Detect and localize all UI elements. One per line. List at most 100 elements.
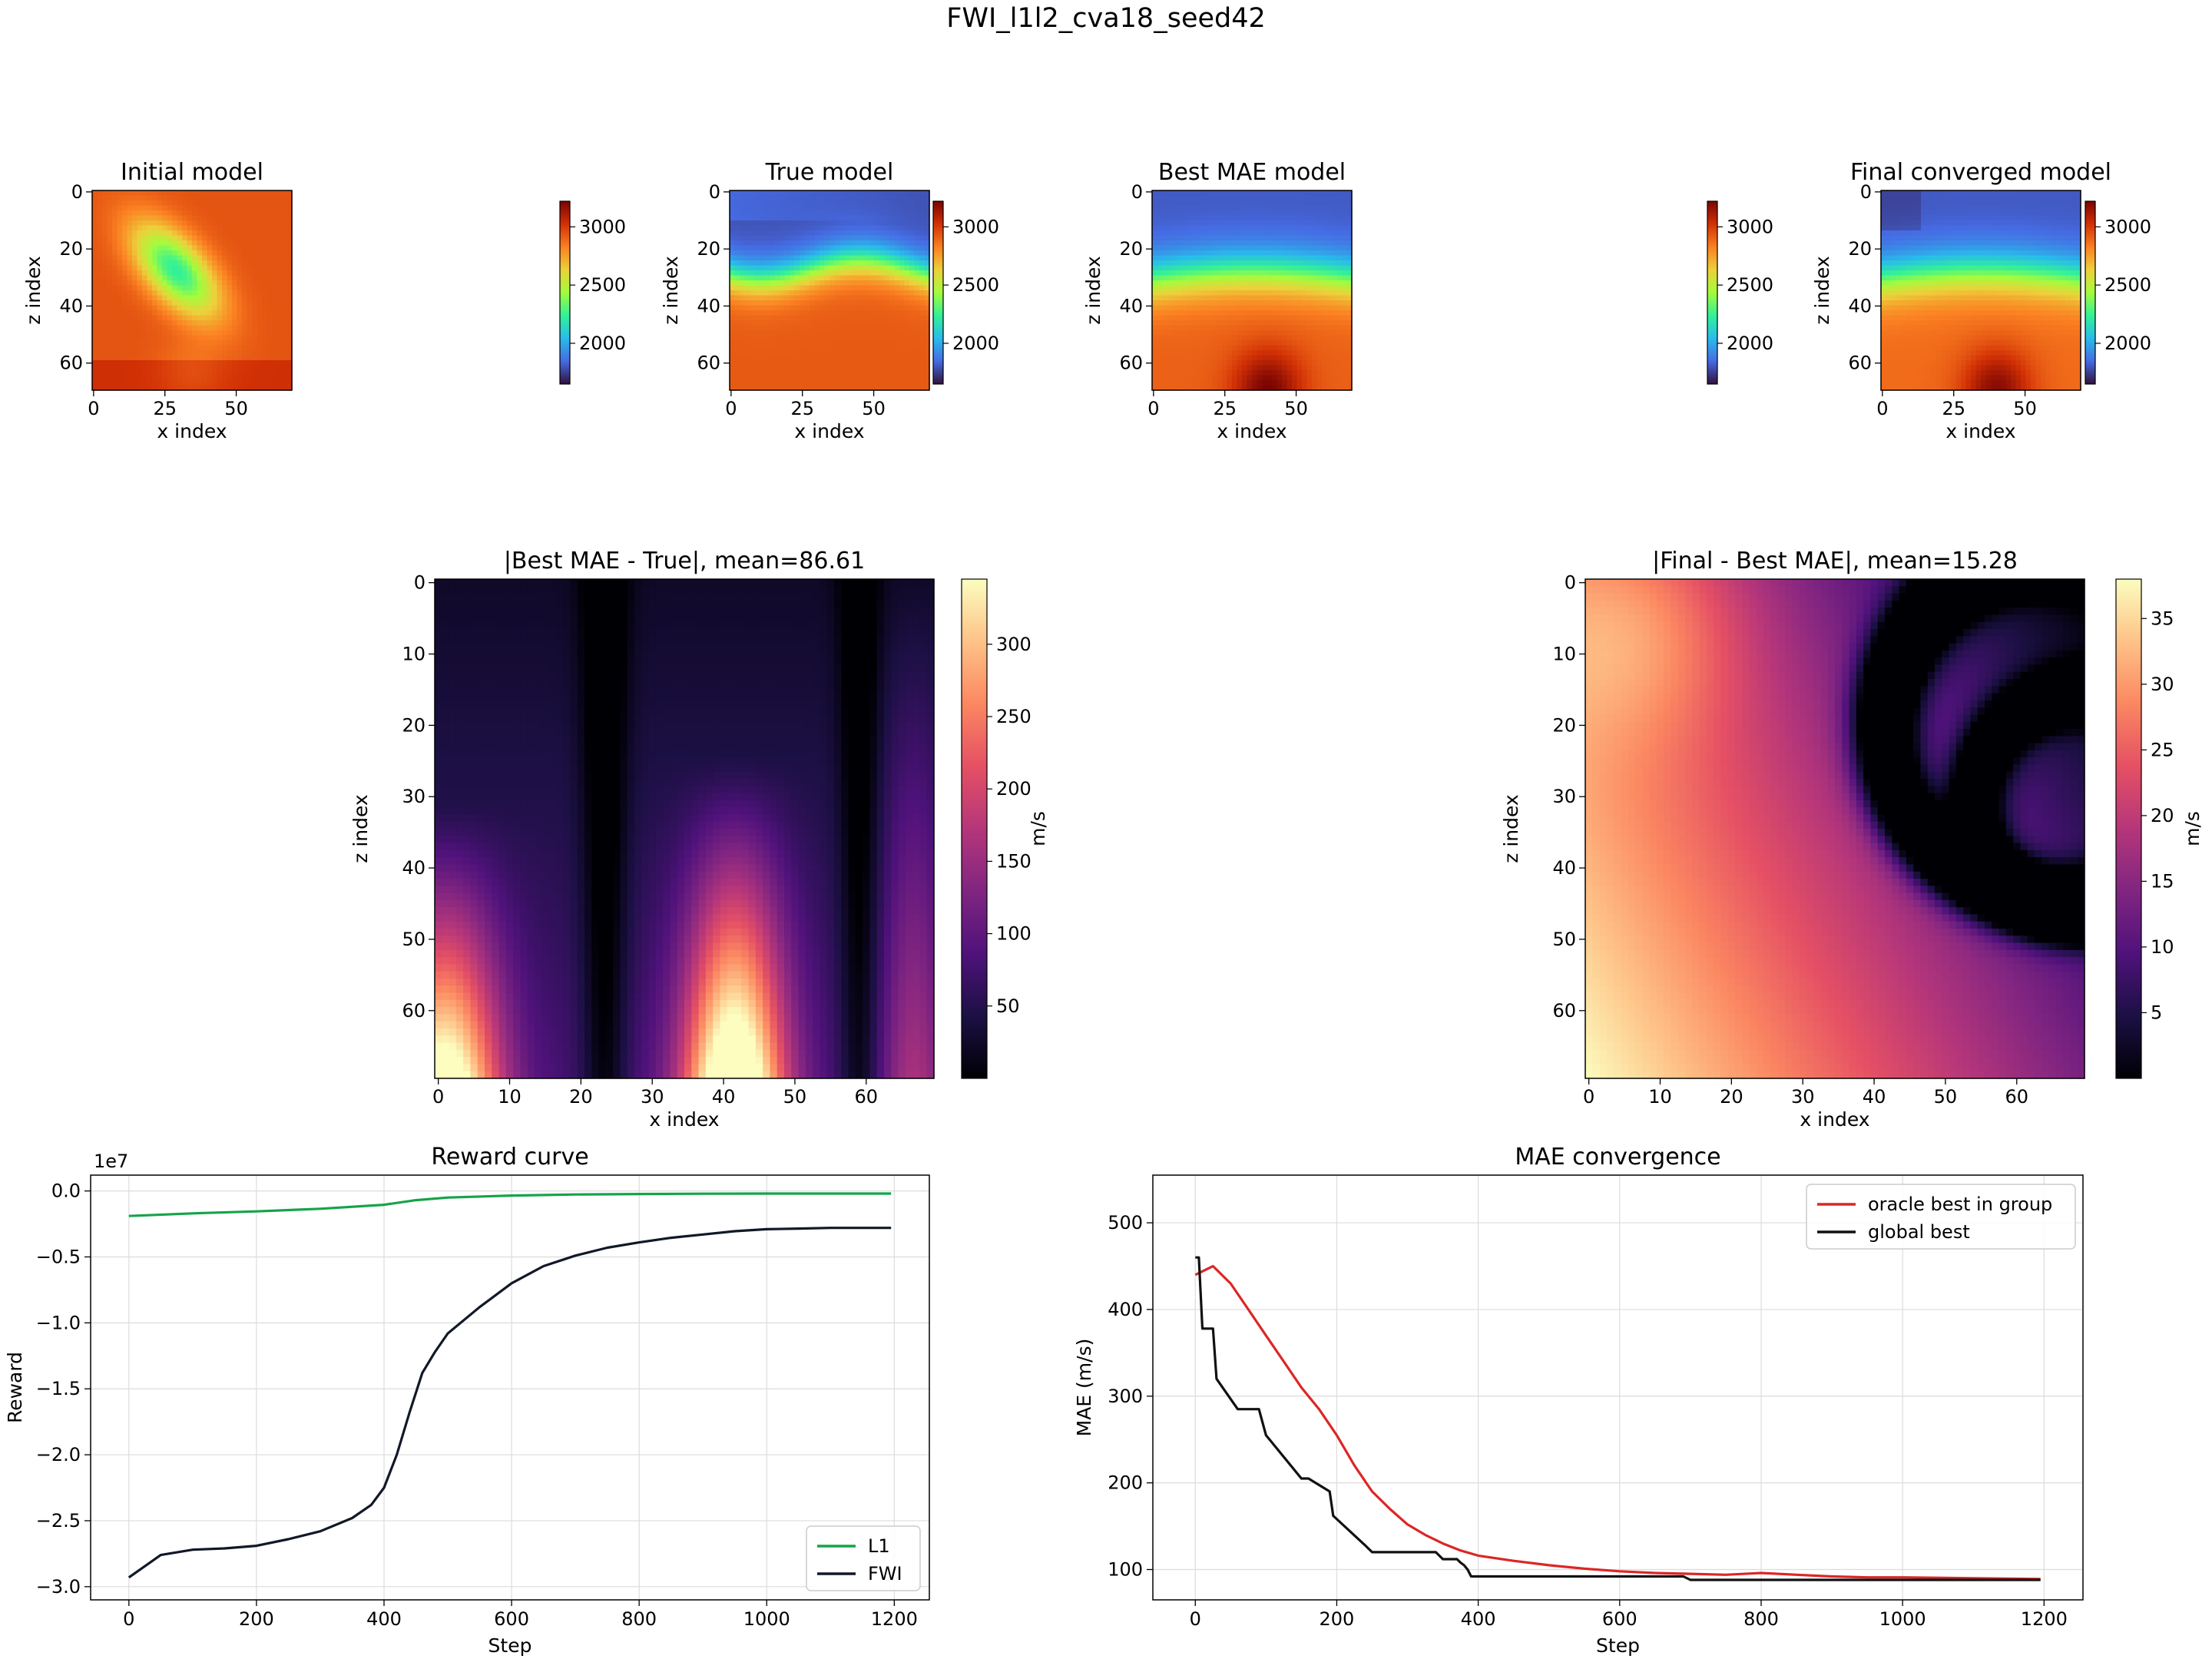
diff-final_vs_best-xtick-label: 0 — [1583, 1086, 1594, 1108]
chart0-ytick-label: −2.0 — [36, 1444, 81, 1465]
true-model-ytick-label: 0 — [709, 181, 720, 203]
diff-final_vs_best-ytick-label: 40 — [1552, 857, 1576, 879]
final-model-ytick-label: 0 — [1860, 181, 1872, 203]
title-true-model: True model — [765, 159, 894, 186]
diff-final_vs_best-xtick-label: 50 — [1934, 1086, 1958, 1108]
heatmap-true-model — [729, 190, 930, 391]
diff-best_vs_true-ytick-label: 60 — [402, 1000, 426, 1022]
chart0-ytick-label: −2.5 — [36, 1510, 81, 1532]
diff-final_vs_best-colorbar-tick-label: 25 — [2151, 739, 2174, 760]
chart1-ytick-label: 200 — [1108, 1472, 1143, 1494]
chart1-xtick-label: 400 — [1461, 1608, 1496, 1630]
true-model-ytick-label: 40 — [697, 295, 720, 316]
initial-model-ytick-label: 40 — [59, 295, 83, 316]
final-model-ytick-label: 20 — [1848, 238, 1872, 260]
chart0-xlabel: Step — [488, 1634, 532, 1657]
model-0-colorbar-tick-label: 3000 — [579, 216, 626, 237]
diff-final_vs_best-ytick-label: 50 — [1552, 929, 1576, 950]
title-diff-final_vs_best: |Final - Best MAE|, mean=15.28 — [1652, 548, 2018, 575]
diff-final_vs_best-ytick-label: 20 — [1552, 714, 1576, 736]
true-model-ytick-label: 60 — [697, 353, 720, 374]
true-model-xtick-label: 0 — [725, 398, 737, 419]
diff-best_vs_true-colorbar-tick-label: 150 — [996, 850, 1031, 872]
chart0-offset-text: 1e7 — [94, 1151, 128, 1172]
best-model-ytick-label: 0 — [1131, 181, 1143, 203]
model-2-colorbar-tick-label: 3000 — [1727, 216, 1773, 237]
title-final-model: Final converged model — [1850, 159, 2111, 186]
model-1-colorbar-tick-label: 3000 — [952, 216, 999, 237]
chart0-ytick-label: −1.5 — [36, 1378, 81, 1399]
chart0-xtick-label: 800 — [621, 1608, 657, 1630]
diff-final_vs_best-colorbar-tick-label: 30 — [2151, 674, 2174, 695]
diff-final_vs_best-ytick-label: 60 — [1552, 1000, 1576, 1022]
diff-best_vs_true-xtick-label: 10 — [498, 1086, 522, 1108]
model-3-colorbar — [2085, 200, 2096, 385]
ylabel-true-model: z index — [660, 256, 682, 324]
xlabel-final-model: x index — [1945, 420, 2015, 442]
diff-best_vs_true-xtick-label: 60 — [855, 1086, 879, 1108]
chart0-ytick-label: −0.5 — [36, 1246, 81, 1267]
best-model-ytick-label: 60 — [1119, 353, 1143, 374]
title-best-model: Best MAE model — [1158, 159, 1346, 186]
diff-best_vs_true-ytick-label: 50 — [402, 929, 426, 950]
chart0-xtick-label: 1200 — [871, 1608, 918, 1630]
ylabel-final-model: z index — [1811, 256, 1833, 324]
diff-best_vs_true-xtick-label: 30 — [641, 1086, 664, 1108]
chart0-legend-label-0: L1 — [868, 1535, 890, 1557]
initial-model-xtick-label: 0 — [88, 398, 99, 419]
xlabel-initial-model: x index — [157, 420, 227, 442]
diff-final_vs_best-xtick-label: 20 — [1720, 1086, 1743, 1108]
ylabel-diff-best_vs_true: z index — [349, 794, 372, 863]
model-0-colorbar-tick-label: 2000 — [579, 333, 626, 354]
xlabel-true-model: x index — [794, 420, 864, 442]
best-model-ytick-label: 20 — [1119, 238, 1143, 260]
chart1-xtick-label: 1200 — [2021, 1608, 2068, 1630]
xlabel-diff-best_vs_true: x index — [649, 1108, 719, 1131]
chart0-xtick-label: 0 — [123, 1608, 134, 1630]
ylabel-best-model: z index — [1082, 256, 1104, 324]
diff-final_vs_best-colorbar-tick-label: 35 — [2151, 608, 2174, 629]
chart1-series-line-1 — [1195, 1256, 2041, 1581]
diff-final_vs_best-ytick-label: 10 — [1552, 644, 1576, 665]
diff-best_vs_true-colorbar — [961, 578, 988, 1079]
diff-best_vs_true-xtick-label: 50 — [783, 1086, 807, 1108]
chart0-xtick-label: 200 — [239, 1608, 274, 1630]
chart1-ytick-label: 300 — [1108, 1386, 1143, 1407]
model-3-colorbar-tick-label: 2500 — [2104, 274, 2151, 296]
diff-final_vs_best-ytick-label: 30 — [1552, 786, 1576, 807]
heatmap-best-model — [1151, 190, 1353, 391]
chart1-title: MAE convergence — [1515, 1144, 1720, 1171]
model-0-colorbar-tick-label: 2500 — [579, 274, 626, 296]
chart1-xtick-label: 0 — [1190, 1608, 1201, 1630]
diff-final_vs_best-xtick-label: 60 — [2005, 1086, 2029, 1108]
initial-model-xtick-label: 50 — [224, 398, 248, 419]
diff-final_vs_best-colorbar-label: m/s — [2181, 811, 2204, 846]
figure-suptitle: FWI_l1l2_cva18_seed42 — [946, 3, 1266, 34]
diff-final_vs_best-xtick-label: 10 — [1648, 1086, 1672, 1108]
chart0-series-line-1 — [127, 1227, 892, 1579]
diff-best_vs_true-xtick-label: 40 — [712, 1086, 736, 1108]
diff-best_vs_true-ytick-label: 20 — [402, 714, 426, 736]
diff-final_vs_best-ytick-label: 0 — [1565, 572, 1576, 594]
chart1-xtick-label: 1000 — [1879, 1608, 1926, 1630]
diff-best_vs_true-ytick-label: 30 — [402, 786, 426, 807]
chart1-legend-label-1: global best — [1868, 1221, 1970, 1243]
diff-best_vs_true-ytick-label: 0 — [414, 572, 426, 594]
diff-best_vs_true-colorbar-label: m/s — [1027, 811, 1049, 846]
chart1-legend — [1806, 1184, 2076, 1250]
best-model-xtick-label: 0 — [1147, 398, 1159, 419]
model-1-colorbar — [932, 200, 944, 385]
chart0-title: Reward curve — [431, 1144, 588, 1171]
chart1-ytick-label: 500 — [1108, 1212, 1143, 1233]
chart1-legend-label-0: oracle best in group — [1868, 1194, 2052, 1215]
true-model-ytick-label: 20 — [697, 238, 720, 260]
model-2-colorbar — [1707, 200, 1718, 385]
diff-best_vs_true-colorbar-tick-label: 50 — [996, 995, 1020, 1017]
diff-final_vs_best-colorbar — [2115, 578, 2142, 1079]
chart1-xtick-label: 200 — [1320, 1608, 1355, 1630]
model-2-colorbar-tick-label: 2000 — [1727, 333, 1773, 354]
diff-best_vs_true-ytick-label: 10 — [402, 644, 426, 665]
initial-model-xtick-label: 25 — [153, 398, 177, 419]
heatmap-initial-model — [91, 190, 293, 391]
